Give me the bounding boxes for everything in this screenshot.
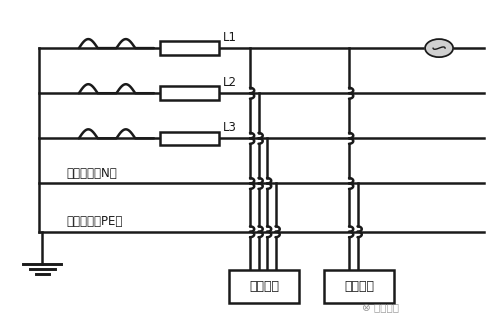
Bar — [160, 41, 219, 55]
Text: L2: L2 — [222, 76, 236, 89]
Text: 三相设备: 三相设备 — [249, 280, 279, 293]
Text: L1: L1 — [222, 31, 236, 44]
Text: 保护零线（PE）: 保护零线（PE） — [66, 215, 123, 228]
Bar — [229, 270, 299, 303]
Text: 工作零线（N）: 工作零线（N） — [66, 167, 117, 180]
Text: L3: L3 — [222, 122, 236, 135]
Circle shape — [425, 39, 453, 57]
Bar — [160, 132, 219, 145]
Text: ⊗ 电力实事: ⊗ 电力实事 — [362, 302, 398, 312]
Text: 单相设备: 单相设备 — [344, 280, 374, 293]
Bar — [324, 270, 394, 303]
Bar — [160, 86, 219, 100]
